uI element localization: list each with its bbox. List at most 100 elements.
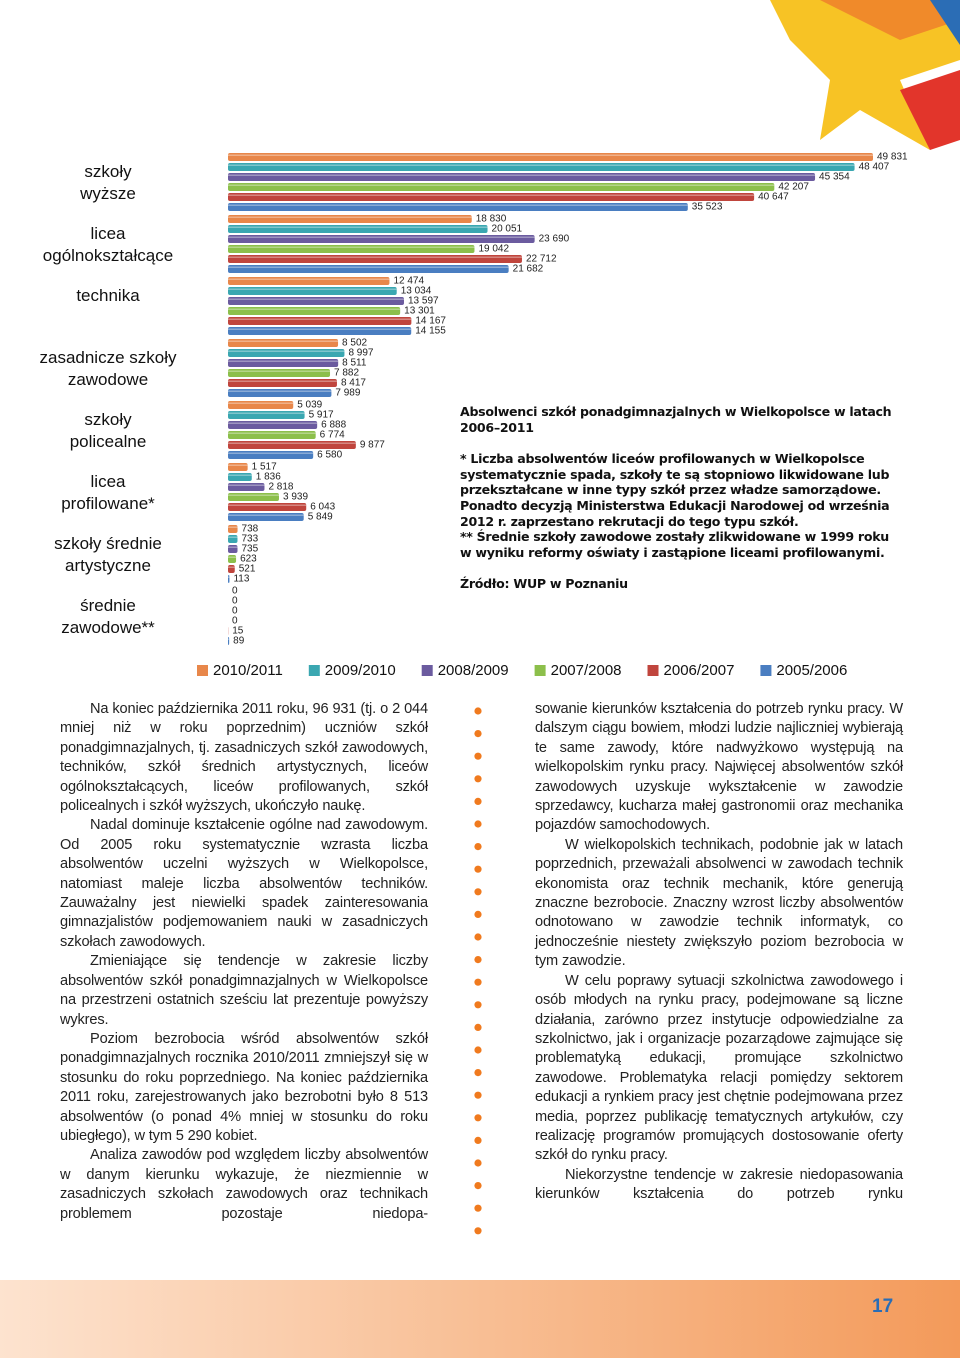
bar-highlight [228, 174, 816, 176]
bar-highlight [228, 390, 332, 392]
bar-highlight [228, 474, 252, 476]
bar-highlight [228, 504, 307, 506]
data-label: 6 580 [317, 450, 342, 461]
note: ** Średnie szkoły zawodowe zostały zlikw… [460, 529, 889, 560]
bar [228, 183, 775, 191]
bullet-dot [474, 865, 482, 873]
note: * Liczba absolwentów liceów profilowanyc… [460, 451, 890, 529]
data-label: 0 [232, 596, 238, 607]
bar [228, 575, 230, 583]
bar-highlight [228, 288, 397, 290]
bar-highlight [228, 350, 345, 352]
footer-band [0, 1280, 960, 1358]
legend-swatch [421, 665, 433, 676]
legend-label: 2009/2010 [325, 662, 396, 679]
data-label: 13 597 [408, 296, 439, 307]
bullet-dot [474, 843, 482, 851]
bar-highlight [228, 226, 488, 228]
data-label: 6 888 [321, 420, 346, 431]
bullet-dot [474, 1136, 482, 1144]
bar-highlight [228, 184, 775, 186]
bar-highlight [228, 154, 873, 156]
data-label: 18 830 [476, 214, 507, 225]
bar-highlight [228, 380, 337, 382]
bar [228, 245, 475, 253]
bar [228, 307, 401, 315]
data-label: 0 [232, 586, 238, 597]
data-label: 7 882 [334, 368, 359, 379]
source: Źródło: WUP w Poznaniu [460, 576, 628, 592]
bar-highlight [228, 514, 304, 516]
paragraph: W wielkopolskich technikach, podobnie ja… [535, 836, 903, 970]
bar [228, 265, 509, 273]
bar [228, 349, 345, 357]
bullet-dot [474, 1204, 482, 1212]
bar [228, 173, 816, 181]
bar-highlight [228, 298, 404, 300]
bullet-dot [474, 1159, 482, 1167]
data-label: 14 167 [415, 316, 446, 327]
bullet-dot [474, 1182, 482, 1190]
bullet-dot [474, 888, 482, 896]
data-label: 15 [232, 626, 244, 637]
data-label: 45 354 [819, 172, 850, 183]
paragraph: Niekorzystne tendencje w zakresie niedop… [535, 1166, 903, 1203]
bar-highlight [228, 256, 522, 258]
data-label: 2 818 [268, 482, 293, 493]
category-label: licea ogólnokształcące [42, 224, 174, 265]
bar [228, 317, 412, 325]
bar-highlight [228, 464, 248, 466]
legend-swatch [197, 665, 208, 676]
bar-highlight [228, 194, 755, 196]
data-label: 49 831 [877, 152, 908, 163]
data-label: 42 207 [778, 182, 809, 193]
bar-highlight [228, 422, 318, 424]
bullet-dot [474, 1227, 482, 1235]
legend-swatch [647, 665, 659, 676]
data-label: 13 034 [401, 286, 432, 297]
bar-highlight [228, 484, 265, 486]
data-label: 521 [239, 564, 256, 575]
data-label: 22 712 [526, 254, 557, 265]
category-label: licea profilowane* [61, 472, 155, 513]
bar-highlight [228, 402, 294, 404]
bar [228, 297, 404, 305]
bar-highlight [228, 204, 688, 206]
data-label: 1 517 [252, 462, 277, 473]
bar-highlight [228, 526, 238, 528]
data-label: 6 774 [320, 430, 345, 441]
bar [228, 193, 755, 201]
bar [228, 401, 294, 409]
category-label: średnie zawodowe** [61, 596, 155, 637]
page-number: 17 [872, 1296, 894, 1317]
bar [228, 379, 337, 387]
bar-highlight [228, 164, 855, 166]
bar [228, 225, 488, 233]
legend-swatch [534, 665, 546, 676]
bullet-dot [474, 1023, 482, 1031]
bar [228, 441, 356, 449]
data-label: 7 989 [335, 388, 360, 399]
data-label: 733 [241, 534, 258, 545]
bar-highlight [228, 328, 412, 330]
bar [228, 277, 390, 285]
data-label: 8 511 [342, 358, 367, 369]
bar-highlight [228, 566, 235, 568]
bullet-dots [474, 707, 482, 1235]
bar-highlight [228, 318, 412, 320]
bar [228, 503, 307, 511]
bar-highlight [228, 216, 472, 218]
data-label: 8 502 [342, 338, 367, 349]
paragraph: Analiza zawodów pod względem liczby abso… [60, 1147, 428, 1222]
bar [228, 163, 855, 171]
legend-label: 2006/2007 [664, 662, 735, 679]
data-label: 8 997 [348, 348, 373, 359]
bullet-dot [474, 775, 482, 783]
bar-highlight [228, 494, 279, 496]
category-label: szkoły średnie artystyczne [54, 534, 162, 575]
bar-highlight [228, 412, 305, 414]
bar [228, 493, 279, 501]
bar-highlight [228, 638, 230, 640]
paragraph: Poziom bezrobocia wśród absolwentów szkó… [60, 1030, 428, 1144]
bar-highlight [228, 576, 230, 578]
